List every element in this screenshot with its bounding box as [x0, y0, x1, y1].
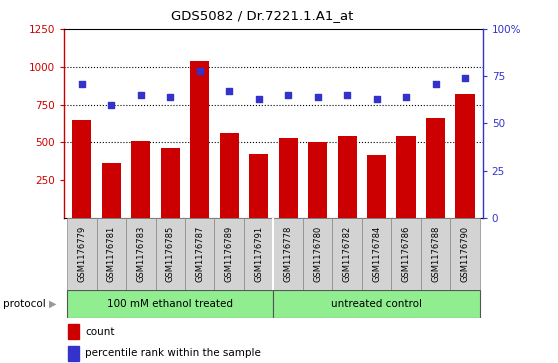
- Text: GSM1176781: GSM1176781: [107, 226, 116, 282]
- Text: GSM1176788: GSM1176788: [431, 226, 440, 282]
- FancyBboxPatch shape: [67, 290, 273, 318]
- Text: GSM1176786: GSM1176786: [402, 226, 411, 282]
- Bar: [426, 118, 445, 218]
- Point: [372, 96, 381, 102]
- Bar: [249, 154, 268, 218]
- Point: [166, 94, 175, 100]
- FancyBboxPatch shape: [185, 218, 214, 290]
- Bar: [308, 142, 327, 218]
- Text: GSM1176782: GSM1176782: [343, 226, 352, 282]
- FancyBboxPatch shape: [214, 218, 244, 290]
- Point: [136, 92, 145, 98]
- FancyBboxPatch shape: [362, 218, 391, 290]
- Point: [195, 68, 204, 73]
- Point: [313, 94, 322, 100]
- Point: [107, 102, 116, 107]
- Text: GSM1176785: GSM1176785: [166, 226, 175, 282]
- Text: GSM1176783: GSM1176783: [136, 226, 145, 282]
- Text: GSM1176779: GSM1176779: [78, 226, 86, 282]
- Bar: [73, 120, 92, 218]
- Text: GSM1176791: GSM1176791: [254, 226, 263, 282]
- Bar: [397, 136, 416, 218]
- Bar: [161, 148, 180, 218]
- Bar: [131, 141, 150, 218]
- Text: GSM1176780: GSM1176780: [313, 226, 322, 282]
- Text: GSM1176784: GSM1176784: [372, 226, 381, 282]
- Text: percentile rank within the sample: percentile rank within the sample: [85, 348, 261, 358]
- Point: [431, 81, 440, 87]
- FancyBboxPatch shape: [97, 218, 126, 290]
- Text: count: count: [85, 327, 114, 337]
- Bar: [367, 155, 386, 218]
- Text: untreated control: untreated control: [331, 299, 422, 309]
- Bar: [102, 163, 121, 218]
- Point: [343, 92, 352, 98]
- Bar: [455, 94, 474, 218]
- FancyBboxPatch shape: [450, 218, 480, 290]
- FancyBboxPatch shape: [244, 218, 273, 290]
- Text: GSM1176789: GSM1176789: [225, 226, 234, 282]
- Text: GSM1176787: GSM1176787: [195, 226, 204, 282]
- Point: [225, 89, 234, 94]
- Bar: [69, 346, 79, 361]
- FancyBboxPatch shape: [156, 218, 185, 290]
- FancyBboxPatch shape: [303, 218, 333, 290]
- Bar: [338, 135, 357, 218]
- Text: ▶: ▶: [49, 299, 56, 309]
- FancyBboxPatch shape: [421, 218, 450, 290]
- Text: GSM1176778: GSM1176778: [283, 226, 292, 282]
- Bar: [190, 61, 209, 218]
- Point: [254, 96, 263, 102]
- Text: protocol: protocol: [3, 299, 46, 309]
- Bar: [220, 133, 239, 218]
- FancyBboxPatch shape: [273, 290, 480, 318]
- Point: [402, 94, 411, 100]
- FancyBboxPatch shape: [333, 218, 362, 290]
- Bar: [69, 324, 79, 339]
- Text: GDS5082 / Dr.7221.1.A1_at: GDS5082 / Dr.7221.1.A1_at: [171, 9, 353, 22]
- FancyBboxPatch shape: [67, 218, 97, 290]
- Text: GSM1176790: GSM1176790: [460, 226, 469, 282]
- FancyBboxPatch shape: [273, 218, 303, 290]
- Text: 100 mM ethanol treated: 100 mM ethanol treated: [107, 299, 233, 309]
- Point: [283, 92, 292, 98]
- Point: [460, 75, 469, 81]
- FancyBboxPatch shape: [126, 218, 156, 290]
- Point: [78, 81, 86, 87]
- FancyBboxPatch shape: [391, 218, 421, 290]
- Bar: [278, 138, 298, 218]
